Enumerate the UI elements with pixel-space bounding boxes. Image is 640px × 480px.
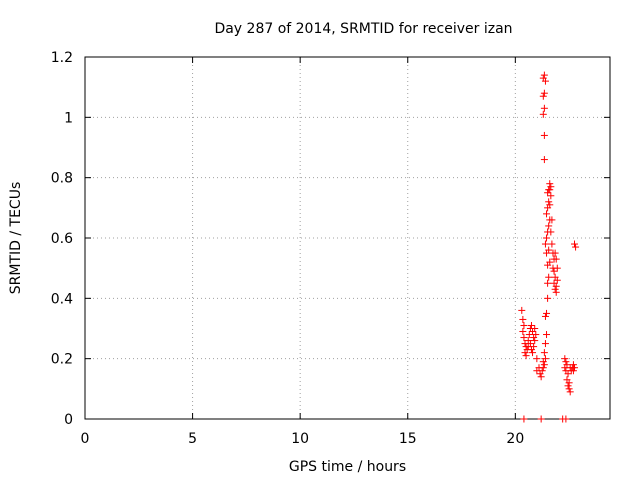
data-point <box>566 388 574 396</box>
data-point <box>538 367 546 375</box>
data-point <box>552 282 560 290</box>
data-point <box>539 364 547 372</box>
data-point <box>518 306 526 314</box>
grid-lines <box>85 57 610 419</box>
data-point <box>540 349 548 357</box>
data-point <box>545 246 553 254</box>
data-point <box>552 255 560 263</box>
data-point <box>565 379 573 387</box>
y-tick-label: 0.6 <box>51 231 73 247</box>
data-point <box>540 104 548 112</box>
data-point <box>522 352 530 360</box>
data-points <box>518 71 580 423</box>
data-point <box>531 337 539 345</box>
data-point <box>572 243 580 251</box>
x-tick-label: 0 <box>81 431 90 447</box>
data-point <box>540 71 548 79</box>
data-point <box>544 294 552 302</box>
data-point <box>546 180 554 188</box>
data-point <box>527 321 535 329</box>
data-point <box>563 361 571 369</box>
data-point <box>541 312 549 320</box>
data-point <box>529 349 537 357</box>
data-point <box>561 355 569 363</box>
data-point <box>544 279 552 287</box>
data-point <box>539 110 547 118</box>
data-point <box>543 309 551 317</box>
data-point <box>525 331 533 339</box>
y-tick-label: 0.8 <box>51 171 73 187</box>
data-point <box>541 77 549 85</box>
y-axis-label: SRMTID / TECUs <box>8 182 24 295</box>
axis-ticks: 0 5 10 15 20 0 0.2 0.4 0.6 0.8 1 1.2 <box>51 50 610 447</box>
y-tick-label: 1 <box>64 110 73 126</box>
y-tick-label: 0.2 <box>51 352 73 368</box>
data-point <box>564 370 572 378</box>
data-point <box>550 267 558 275</box>
data-point <box>545 273 553 281</box>
data-point <box>548 240 556 248</box>
data-point <box>520 415 528 423</box>
data-point <box>546 258 554 266</box>
data-point <box>543 210 551 218</box>
x-tick-label: 20 <box>506 431 524 447</box>
chart-title: Day 287 of 2014, SRMTID for receiver iza… <box>214 21 512 37</box>
data-point <box>537 373 545 381</box>
data-point <box>541 355 549 363</box>
data-point <box>545 198 553 206</box>
x-tick-label: 5 <box>188 431 197 447</box>
data-point <box>520 334 528 342</box>
data-point <box>562 358 570 366</box>
data-point <box>547 228 555 236</box>
data-point <box>562 415 570 423</box>
data-point <box>540 131 548 139</box>
data-point <box>553 276 561 284</box>
data-point <box>533 355 541 363</box>
x-tick-label: 15 <box>399 431 417 447</box>
data-point <box>551 285 559 293</box>
data-point <box>541 240 549 248</box>
data-point <box>569 367 577 375</box>
y-tick-label: 0 <box>64 412 73 428</box>
data-point <box>570 364 578 372</box>
data-point <box>524 343 532 351</box>
data-point <box>537 415 545 423</box>
y-tick-label: 1.2 <box>51 50 73 66</box>
plot-frame <box>84 56 611 420</box>
data-point <box>548 216 556 224</box>
data-point <box>519 315 527 323</box>
data-point <box>531 325 539 332</box>
x-axis-label: GPS time / hours <box>289 459 406 475</box>
data-point <box>547 192 555 200</box>
data-point <box>543 234 551 242</box>
data-point <box>553 264 561 272</box>
data-point <box>552 288 560 296</box>
data-point <box>546 201 554 209</box>
data-point <box>544 189 552 197</box>
y-tick-label: 0.4 <box>51 291 73 307</box>
data-point <box>551 249 559 257</box>
x-tick-label: 10 <box>291 431 309 447</box>
data-point <box>564 382 572 390</box>
data-point <box>569 361 577 369</box>
data-point <box>540 89 548 97</box>
data-point <box>545 222 553 230</box>
data-point <box>539 92 547 100</box>
data-point <box>543 331 551 339</box>
data-point <box>570 240 578 248</box>
data-point <box>541 340 549 348</box>
data-point <box>519 328 527 336</box>
data-point <box>540 361 548 369</box>
data-point <box>532 331 540 339</box>
data-point <box>540 156 548 164</box>
data-point <box>520 321 528 329</box>
data-point <box>565 385 573 393</box>
data-point <box>547 183 555 191</box>
